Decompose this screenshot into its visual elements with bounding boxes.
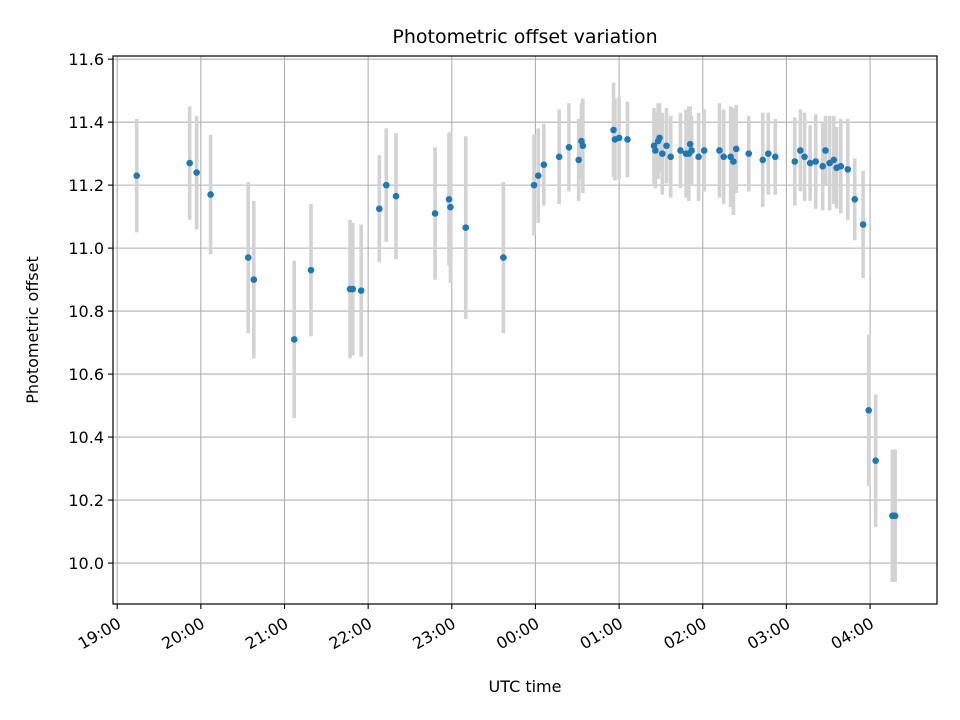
- data-point: [700, 147, 708, 154]
- data-point: [686, 140, 694, 148]
- data-points: [133, 126, 899, 520]
- data-point: [801, 153, 808, 161]
- data-point: [207, 191, 214, 198]
- data-point: [445, 195, 453, 203]
- data-point: [530, 181, 538, 189]
- data-point: [193, 169, 200, 176]
- data-point: [716, 147, 723, 154]
- data-point: [575, 156, 582, 164]
- data-point: [610, 126, 617, 134]
- data-point: [244, 254, 252, 261]
- y-tick-label: 10.0: [68, 554, 104, 573]
- data-point: [579, 142, 587, 150]
- data-point: [844, 166, 852, 173]
- data-point: [837, 162, 845, 170]
- data-point: [730, 158, 737, 165]
- data-point: [462, 224, 470, 231]
- data-point: [186, 159, 193, 167]
- data-point: [797, 147, 804, 154]
- data-point: [764, 150, 772, 157]
- data-point: [819, 162, 826, 170]
- data-point: [656, 134, 663, 142]
- data-point: [565, 144, 573, 151]
- chart-title: Photometric offset variation: [392, 26, 657, 48]
- data-point: [357, 287, 365, 294]
- data-point: [250, 276, 258, 283]
- data-point: [859, 221, 867, 228]
- data-point: [830, 156, 838, 164]
- data-point: [615, 134, 623, 142]
- data-point: [695, 153, 702, 161]
- data-point: [540, 161, 548, 168]
- data-point: [771, 153, 779, 161]
- data-point: [865, 407, 872, 414]
- data-point: [652, 147, 659, 154]
- data-point: [382, 181, 390, 189]
- y-tick-label: 10.4: [68, 428, 104, 447]
- data-point: [720, 153, 727, 161]
- data-point: [812, 158, 820, 165]
- data-point: [872, 457, 879, 465]
- data-point: [688, 147, 695, 154]
- y-axis-label: Photometric offset: [23, 256, 42, 404]
- x-axis-label: UTC time: [489, 677, 562, 696]
- plot-frame: [112, 55, 938, 605]
- y-tick-label: 10.6: [68, 365, 104, 384]
- y-tick-label: 11.2: [68, 176, 104, 195]
- data-point: [822, 147, 829, 154]
- data-point: [759, 156, 767, 164]
- y-tick-label: 10.2: [68, 491, 104, 510]
- data-point: [392, 192, 400, 200]
- data-point: [431, 210, 439, 217]
- data-point: [659, 150, 666, 157]
- data-point: [290, 336, 298, 343]
- y-tick-label: 11.4: [68, 113, 104, 132]
- y-tick-label: 11.6: [68, 50, 104, 69]
- data-point: [624, 136, 631, 143]
- y-tick-label: 11.0: [68, 239, 104, 258]
- data-point: [732, 145, 740, 153]
- data-point: [663, 142, 670, 150]
- data-point: [555, 153, 563, 161]
- data-point: [133, 172, 141, 179]
- data-point: [349, 285, 357, 293]
- data-point: [376, 205, 383, 213]
- data-point: [307, 266, 315, 274]
- y-tick-label: 10.8: [68, 302, 104, 321]
- data-point: [500, 254, 507, 261]
- data-point: [745, 150, 753, 157]
- data-point: [851, 195, 859, 203]
- data-point: [534, 172, 542, 179]
- data-point: [677, 147, 684, 154]
- data-point: [667, 153, 674, 161]
- data-point: [791, 158, 799, 165]
- data-point: [447, 203, 454, 211]
- data-point: [806, 159, 814, 167]
- data-point: [891, 512, 899, 520]
